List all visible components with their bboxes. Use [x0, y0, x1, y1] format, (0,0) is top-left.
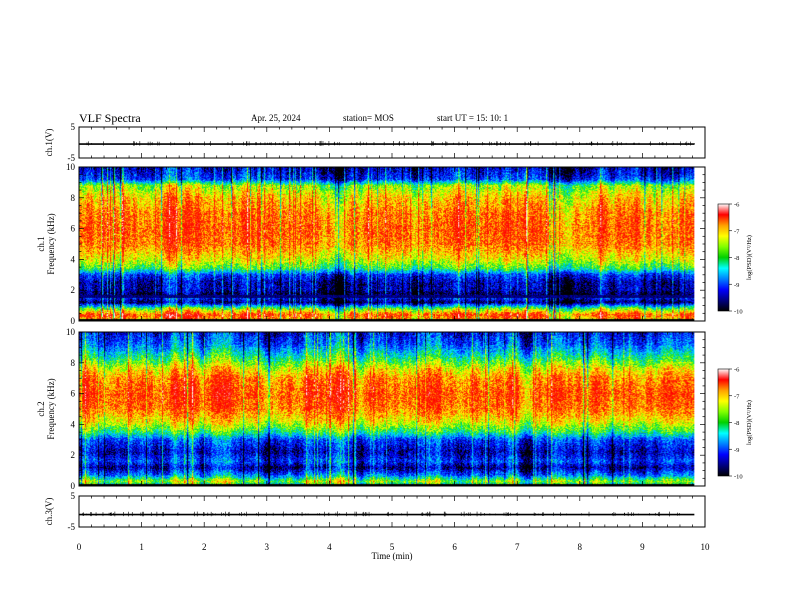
x-tick-label: 6	[452, 542, 457, 552]
ch2-spectrogram-colorbar-tick-label: -6	[734, 367, 740, 374]
ch1-spectrogram-x-ticks	[78, 167, 706, 321]
ch1-waveform-y-label: ch.1(V)	[44, 129, 54, 157]
x-tick-label: 8	[578, 542, 583, 552]
ch2-spectrogram-x-ticks	[78, 332, 706, 486]
ch1-spectrogram-y-tick-label: 0	[71, 316, 76, 326]
ch2-spectrogram-y-tick-label: 4	[71, 419, 76, 429]
station-label: station= MOS	[343, 113, 394, 123]
ch1-waveform-y-tick-label: -5	[68, 153, 76, 163]
ch2-spectrogram-colorbar	[717, 368, 730, 477]
ch1-spectrogram-y-tick-label: 8	[71, 193, 76, 203]
ch1-spectrogram-y-tick-label: 4	[71, 254, 76, 264]
ch2-spectrogram-y-tick-label: 10	[66, 327, 76, 337]
ch2-spectrogram-channel-label: ch.2	[36, 401, 46, 416]
ch1-spectrogram-y-label: Frequency (kHz)	[46, 213, 56, 274]
ch1-spectrogram-colorbar-tick-label: -10	[734, 309, 743, 316]
ch1-spectrogram-colorbar-tick-label: -6	[734, 202, 740, 209]
x-axis-label: Time (min)	[372, 551, 413, 561]
ch1-spectrogram-y-tick-label: 10	[66, 162, 76, 172]
ch3-waveform-y-tick-label: -5	[68, 522, 76, 532]
start-time-label: start UT = 15: 10: 1	[437, 113, 509, 123]
x-tick-label: 0	[77, 542, 82, 552]
ch1-waveform-y-tick-label: 5	[71, 122, 76, 132]
ch2-spectrogram-y-tick-label: 2	[71, 450, 76, 460]
ch1-spectrogram-y-tick-label: 2	[71, 285, 76, 295]
ch1-waveform-x-ticks	[78, 127, 706, 158]
ch1-spectrogram-channel-label: ch.1	[36, 236, 46, 251]
ch2-spectrogram-y-tick-label: 6	[71, 389, 76, 399]
x-tick-label: 7	[515, 542, 520, 552]
x-tick-label: 4	[327, 542, 332, 552]
ch1-waveform-signal-spikes	[86, 140, 695, 146]
date-label: Apr. 25, 2024	[251, 113, 301, 123]
ch2-spectrogram-spectrogram-image	[79, 332, 695, 486]
ch3-waveform-signal-spikes	[82, 511, 680, 517]
ch2-spectrogram-y-tick-label: 8	[71, 358, 76, 368]
figure-title: VLF Spectra	[79, 111, 141, 125]
ch1-spectrogram-spectrogram-image	[79, 167, 695, 321]
ch1-spectrogram-y-tick-label: 6	[71, 224, 76, 234]
ch3-waveform-y-label: ch.3(V)	[44, 498, 54, 526]
ch1-spectrogram-colorbar-tick-label: -7	[734, 228, 740, 235]
x-tick-label: 5	[390, 542, 395, 552]
ch1-spectrogram-colorbar-label: log(PSD)(V²/Hz)	[746, 235, 753, 280]
ch2-spectrogram-colorbar-tick-label: -10	[734, 474, 743, 481]
ch2-spectrogram-colorbar-tick-label: -9	[734, 447, 739, 454]
x-tick-label: 2	[202, 542, 207, 552]
ch2-spectrogram-colorbar-label: log(PSD)(V²/Hz)	[746, 400, 753, 445]
x-tick-label: 3	[265, 542, 270, 552]
ch1-spectrogram-colorbar-tick-label: -8	[734, 255, 739, 262]
ch2-spectrogram-colorbar-tick-label: -7	[734, 393, 740, 400]
ch3-waveform-y-tick-label: 5	[71, 491, 76, 501]
ch1-spectrogram-colorbar-tick-label: -9	[734, 282, 739, 289]
ch3-waveform-x-ticks	[78, 496, 706, 527]
ch2-spectrogram-y-tick-label: 0	[71, 481, 76, 491]
x-tick-label: 10	[701, 542, 711, 552]
ch1-spectrogram-colorbar	[717, 203, 730, 312]
x-tick-label: 1	[139, 542, 144, 552]
x-tick-label: 9	[640, 542, 645, 552]
ch2-spectrogram-y-label: Frequency (kHz)	[46, 378, 56, 439]
ch2-spectrogram-colorbar-tick-label: -8	[734, 420, 739, 427]
